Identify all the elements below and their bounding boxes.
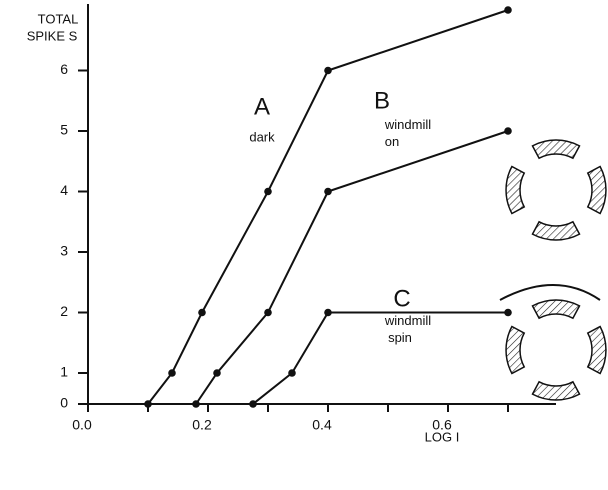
data-point xyxy=(213,369,221,377)
data-point xyxy=(144,400,152,408)
series-line xyxy=(252,311,508,405)
data-point xyxy=(198,308,206,317)
y-tick-label: 1 xyxy=(60,364,68,380)
y-axis-label: SPIKE S xyxy=(27,28,78,43)
windmill-vane xyxy=(531,139,581,160)
series-note: windmill spin xyxy=(384,313,431,345)
y-tick-label: 6 xyxy=(60,61,68,77)
series-label: C xyxy=(393,285,410,312)
series-label: B xyxy=(374,87,390,114)
windmill-vane xyxy=(531,220,581,241)
windmill-icons xyxy=(505,139,607,401)
y-axis-label: TOTAL xyxy=(38,11,79,26)
data-point xyxy=(324,308,332,317)
windmill-vane xyxy=(531,380,581,401)
windmill-vane xyxy=(531,299,581,320)
x-axis-label: LOG I xyxy=(425,429,460,444)
y-tick-label: 2 xyxy=(60,303,68,319)
data-point xyxy=(504,127,512,135)
x-tick-label: 0.2 xyxy=(192,417,212,433)
x-tick-label: 0.4 xyxy=(312,417,332,433)
data-point xyxy=(249,400,257,408)
y-tick-label: 5 xyxy=(60,122,68,138)
data-point xyxy=(288,369,296,377)
windmill-vane xyxy=(505,165,526,215)
series-line xyxy=(147,9,509,405)
x-tick-label: 0.0 xyxy=(72,417,92,433)
series-label: A xyxy=(254,93,270,120)
y-tick-label: 3 xyxy=(60,243,68,259)
windmill-vane xyxy=(586,325,607,375)
y-tick-label: 4 xyxy=(60,182,68,198)
data-point xyxy=(324,187,332,196)
data-point xyxy=(504,308,512,317)
windmill-vane xyxy=(586,165,607,215)
series-line xyxy=(195,130,509,405)
series-note: windmill on xyxy=(384,117,431,149)
data-point xyxy=(504,6,512,14)
series-note: dark xyxy=(249,129,275,144)
data-point xyxy=(324,66,332,75)
data-point xyxy=(192,400,200,408)
data-point xyxy=(264,187,272,196)
windmill-vane xyxy=(505,325,526,375)
spin-arrow xyxy=(499,284,601,301)
data-point xyxy=(168,369,176,377)
x-tick-label: 0.6 xyxy=(432,417,452,433)
y-tick-label: 0 xyxy=(60,395,68,411)
data-point xyxy=(264,308,272,317)
